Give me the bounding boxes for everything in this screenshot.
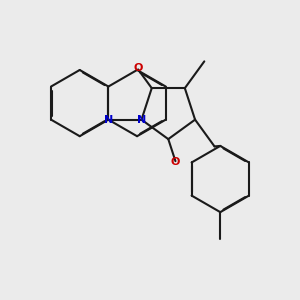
Text: O: O (134, 63, 143, 73)
Text: N: N (137, 115, 146, 124)
Text: N: N (104, 115, 113, 124)
Text: O: O (171, 157, 180, 167)
